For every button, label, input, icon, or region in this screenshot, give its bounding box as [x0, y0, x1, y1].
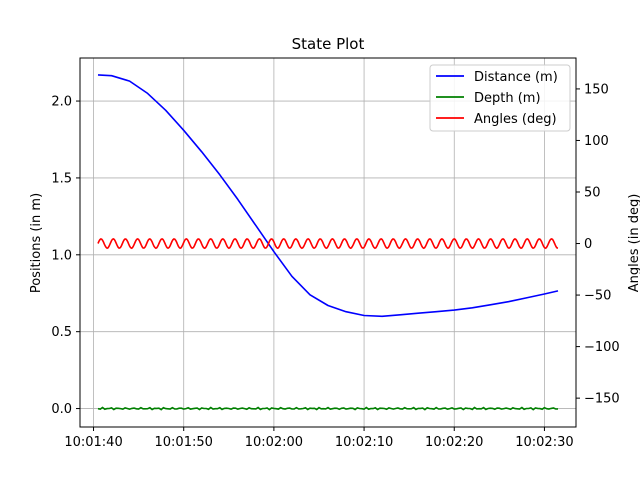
y-right-tick-label: −50: [584, 289, 611, 304]
y-left-tick-label: 1.0: [51, 248, 72, 263]
x-axis-ticks: 10:01:40 10:01:50 10:02:00 10:02:10 10:02:20…: [64, 427, 574, 450]
y-axis-right-ticks: −150 −100 −50 0 50 100 150: [576, 82, 620, 407]
y-axis-left-ticks: 0.0 0.5 1.0 1.5 2.0: [51, 95, 80, 417]
series-line-angles: [97, 237, 559, 250]
y-right-tick-label: −100: [584, 340, 620, 355]
x-tick-label: 10:02:10: [335, 435, 393, 450]
series-lines: [97, 74, 559, 411]
legend-box: [429, 64, 571, 132]
series-line-distance: [97, 74, 559, 318]
y-left-tick-label: 1.5: [51, 171, 72, 186]
y-left-tick-label: 0.0: [51, 402, 72, 417]
y-right-tick-label: 100: [584, 134, 609, 149]
legend-label-angles: Angles (deg): [474, 112, 557, 127]
legend: Distance (m) Depth (m) Angles (deg): [429, 64, 571, 132]
x-tick-label: 10:02:20: [425, 435, 483, 450]
y-axis-left-label: Positions (in m): [29, 193, 44, 293]
chart-title: State Plot: [292, 35, 365, 53]
legend-label-distance: Distance (m): [474, 70, 558, 85]
y-right-tick-label: 0: [584, 237, 592, 252]
y-left-tick-label: 0.5: [51, 325, 72, 340]
y-right-tick-label: −150: [584, 392, 620, 407]
series-line-depth: [97, 406, 559, 411]
x-tick-label: 10:02:30: [515, 435, 573, 450]
x-tick-label: 10:02:00: [245, 435, 303, 450]
x-tick-label: 10:01:50: [155, 435, 213, 450]
y-left-tick-label: 2.0: [51, 95, 72, 110]
y-axis-right-label: Angles (in deg): [627, 194, 640, 293]
y-right-tick-label: 150: [584, 82, 609, 97]
plot-frame: [79, 57, 577, 428]
x-tick-label: 10:01:40: [64, 435, 122, 450]
y-right-tick-label: 50: [584, 185, 601, 200]
legend-label-depth: Depth (m): [474, 91, 541, 106]
